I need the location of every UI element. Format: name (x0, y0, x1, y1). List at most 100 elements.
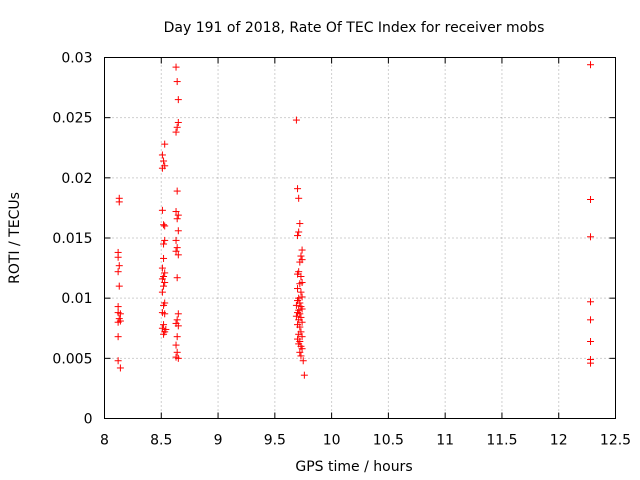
data-point (173, 316, 181, 324)
data-point (173, 123, 181, 131)
data-point (160, 240, 168, 248)
data-point (174, 96, 182, 104)
data-point (587, 337, 595, 345)
data-point (587, 316, 595, 324)
data-point (174, 322, 182, 330)
data-point (173, 187, 181, 195)
data-point (587, 359, 595, 367)
data-point (172, 236, 180, 244)
x-tick-label: 12.5 (600, 433, 631, 449)
data-point (295, 228, 303, 236)
data-point (160, 282, 168, 290)
data-point (114, 357, 122, 365)
data-point (587, 233, 595, 241)
data-point (295, 194, 303, 202)
y-tick-label: 0.03 (61, 51, 92, 67)
y-axis-label: ROTI / TECUs (7, 192, 23, 284)
x-tick-label: 8.5 (150, 433, 172, 449)
data-point (298, 345, 306, 353)
data-point (116, 310, 124, 318)
data-point (298, 246, 306, 254)
data-point (161, 269, 169, 277)
data-point (587, 195, 595, 203)
data-point (294, 232, 302, 240)
data-point (161, 310, 169, 318)
data-point (172, 341, 180, 349)
data-point (296, 220, 304, 228)
data-point (158, 151, 166, 159)
data-point (114, 253, 122, 261)
data-point (174, 227, 182, 235)
x-tick-label: 8 (100, 433, 109, 449)
data-point (158, 324, 166, 332)
data-point (296, 258, 304, 266)
data-point (158, 275, 166, 283)
data-point (115, 262, 123, 270)
data-point (158, 264, 166, 272)
y-tick-label: 0.005 (52, 351, 92, 367)
data-point (160, 321, 168, 329)
data-point (173, 333, 181, 341)
y-tick-label: 0.01 (61, 291, 92, 307)
data-point (160, 221, 168, 229)
data-point (160, 157, 168, 165)
data-point (174, 118, 182, 126)
data-point (294, 285, 302, 293)
data-point (299, 357, 307, 365)
data-point (115, 282, 123, 290)
data-point (116, 364, 124, 372)
x-tick-label: 10.5 (373, 433, 404, 449)
data-point (172, 63, 180, 71)
data-point (294, 185, 302, 193)
x-tick-label: 11 (436, 433, 454, 449)
data-point (115, 198, 123, 206)
x-tick-label: 12 (550, 433, 568, 449)
data-point (158, 288, 166, 296)
data-point (116, 317, 124, 325)
data-point (297, 252, 305, 260)
data-point (158, 206, 166, 214)
data-point (292, 312, 300, 320)
data-point (158, 164, 166, 172)
y-tick-label: 0.025 (52, 111, 92, 127)
data-point (297, 352, 305, 360)
data-point (296, 348, 304, 356)
x-tick-label: 9.5 (264, 433, 286, 449)
data-point (162, 325, 170, 333)
y-tick-label: 0.015 (52, 231, 92, 247)
data-point (161, 140, 169, 148)
x-tick-label: 10 (323, 433, 341, 449)
data-point (114, 268, 122, 276)
x-tick-label: 9 (214, 433, 223, 449)
data-point (160, 301, 168, 309)
data-point (173, 215, 181, 223)
data-point (297, 273, 305, 281)
data-point (174, 354, 182, 362)
data-point (300, 371, 308, 379)
plot-frame (104, 57, 616, 419)
y-tick-label: 0 (84, 412, 93, 428)
data-point (161, 222, 169, 230)
data-point (296, 323, 304, 331)
data-point (298, 293, 306, 301)
data-point (173, 348, 181, 356)
data-point (174, 251, 182, 259)
data-point (161, 236, 169, 244)
data-point (298, 318, 306, 326)
data-point (174, 211, 182, 219)
data-point (297, 288, 305, 296)
data-point (172, 208, 180, 216)
data-point (292, 116, 300, 124)
data-point (173, 78, 181, 86)
data-point (114, 333, 122, 341)
y-tick-label: 0.02 (61, 171, 92, 187)
data-point (296, 280, 304, 288)
data-point (114, 303, 122, 311)
chart-title: Day 191 of 2018, Rate Of TEC Index for r… (164, 20, 545, 36)
x-axis-label: GPS time / hours (295, 459, 412, 475)
data-point (160, 330, 168, 338)
data-point (173, 244, 181, 252)
data-point (298, 305, 306, 313)
data-point (587, 298, 595, 306)
